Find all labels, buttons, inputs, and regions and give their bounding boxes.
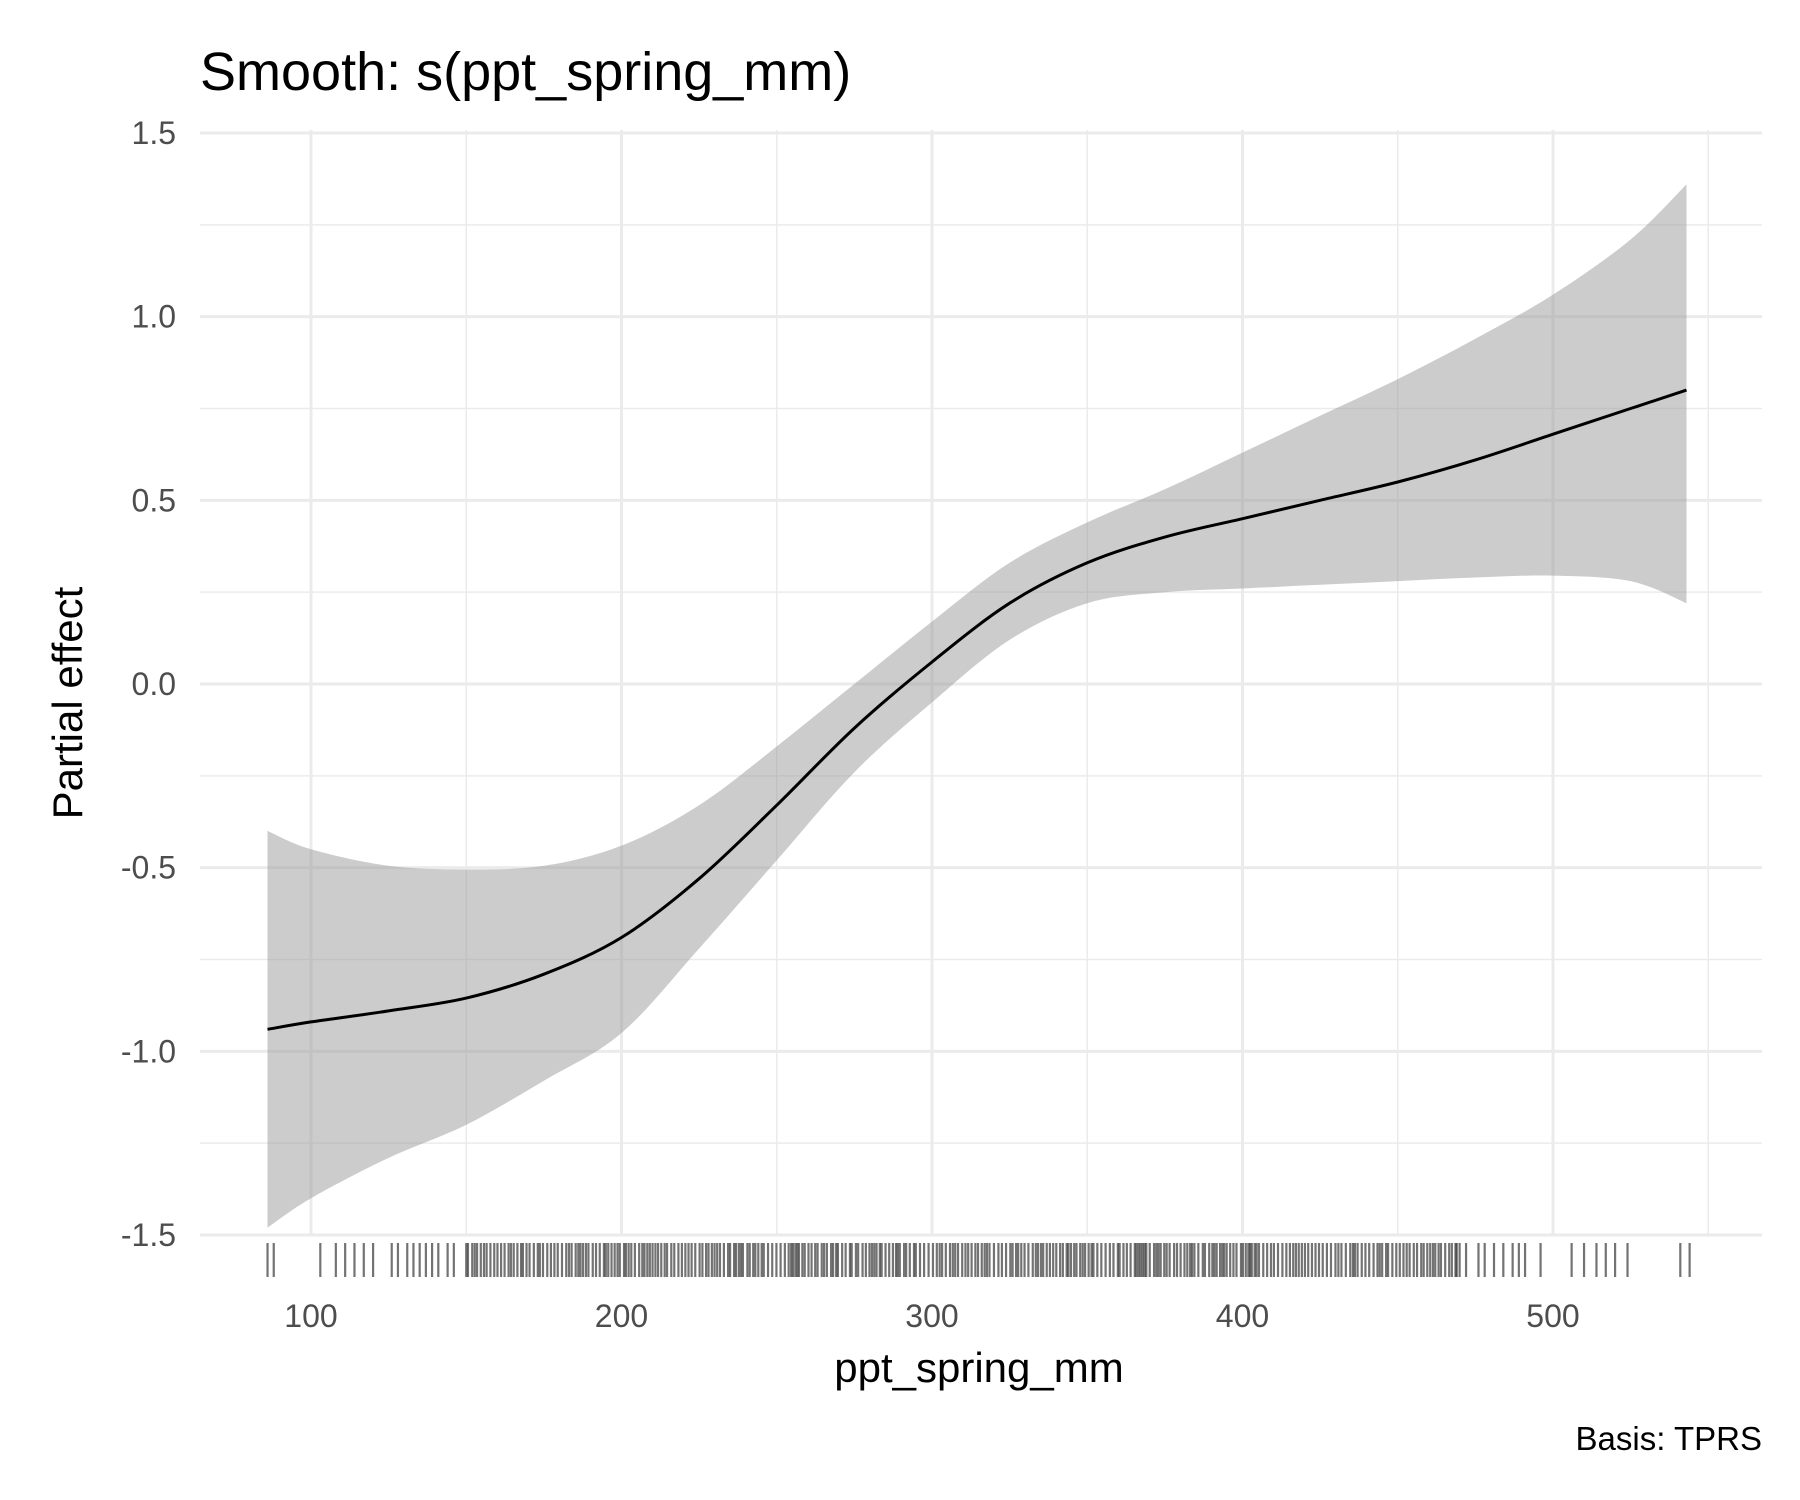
x-tick-label: 300 (905, 1298, 958, 1334)
y-axis-ticks: -1.5 -1.0 -0.5 0.0 0.5 1.0 1.5 (121, 115, 176, 1253)
x-tick-label: 200 (595, 1298, 648, 1334)
confidence-band (267, 184, 1687, 1228)
y-tick-label: -1.0 (121, 1033, 176, 1069)
x-tick-label: 500 (1526, 1298, 1579, 1334)
x-tick-label: 400 (1216, 1298, 1269, 1334)
y-axis-title: Partial effect (44, 586, 91, 819)
x-axis-title: ppt_spring_mm (834, 1344, 1123, 1391)
y-tick-label: -1.5 (121, 1217, 176, 1253)
y-tick-label: 1.5 (132, 115, 176, 151)
chart-caption: Basis: TPRS (1576, 1420, 1762, 1457)
chart-title: Smooth: s(ppt_spring_mm) (200, 42, 851, 102)
y-tick-label: 0.5 (132, 482, 176, 518)
smooth-fit-line (267, 388, 1687, 1031)
y-tick-label: -0.5 (121, 850, 176, 886)
y-tick-label: 1.0 (132, 299, 176, 335)
rug-marks (266, 1243, 1691, 1277)
x-axis-ticks: 100 200 300 400 500 (284, 1298, 1579, 1334)
x-tick-label: 100 (284, 1298, 337, 1334)
y-tick-label: 0.0 (132, 666, 176, 702)
